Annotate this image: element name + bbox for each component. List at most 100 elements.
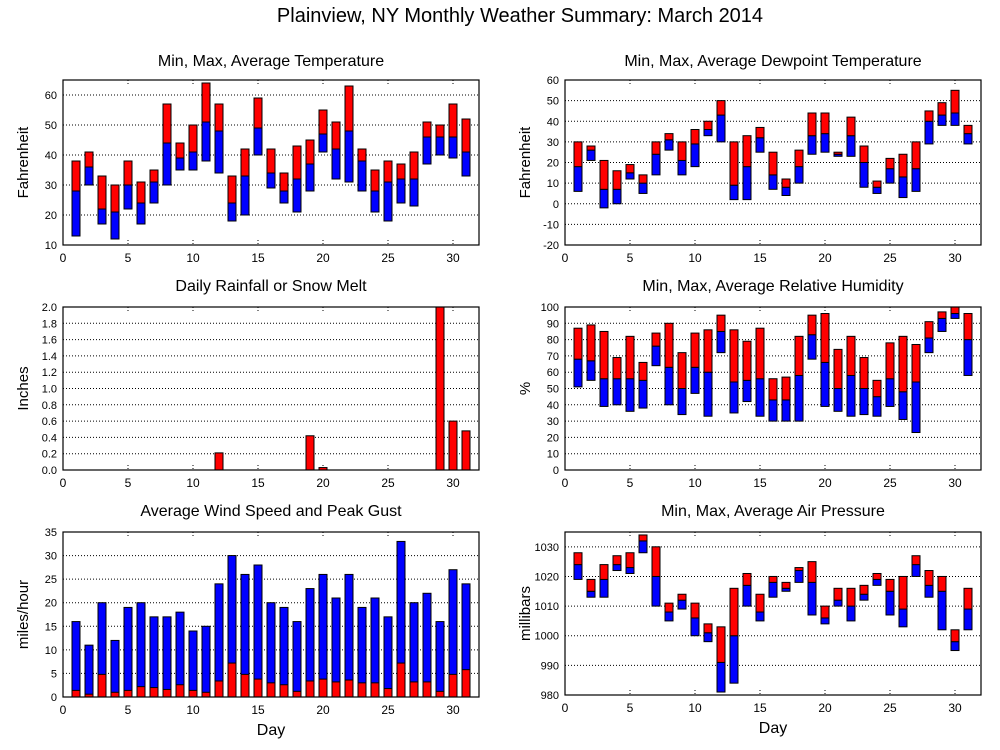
humidity-ytick-label: 80 bbox=[547, 335, 559, 347]
temperature-bar-low bbox=[305, 163, 315, 192]
pressure-bar-high bbox=[898, 575, 908, 610]
dewpoint-bar-high bbox=[755, 126, 765, 139]
humidity-bar-high bbox=[573, 327, 583, 360]
pressure-xtick-label: 10 bbox=[688, 701, 702, 715]
rainfall-bar bbox=[435, 306, 445, 471]
dewpoint-xtick-label: 0 bbox=[562, 251, 569, 265]
wind-bar-average bbox=[136, 686, 146, 698]
wind-bar-gust bbox=[253, 564, 263, 698]
dewpoint-bar-low bbox=[651, 153, 661, 176]
pressure-ytick-label: 1000 bbox=[535, 631, 559, 643]
dewpoint-bar-low bbox=[690, 143, 700, 168]
rainfall-bar bbox=[305, 435, 315, 471]
wind-bar-average bbox=[461, 669, 471, 698]
temperature-bar-low bbox=[214, 130, 224, 174]
pressure-ytick-label: 1030 bbox=[535, 542, 559, 554]
dewpoint-bar-low bbox=[820, 133, 830, 153]
pressure-bar-high bbox=[937, 575, 947, 592]
pressure-bar-high bbox=[924, 570, 934, 586]
temperature-bar-high bbox=[227, 175, 237, 204]
temperature-bar-high bbox=[318, 109, 328, 135]
dewpoint-xtick-label: 30 bbox=[948, 251, 962, 265]
temperature-ytick-label: 40 bbox=[45, 150, 57, 162]
humidity-bar-low bbox=[937, 317, 947, 332]
temperature-panel: Min, Max, Average Temperature10203040506… bbox=[15, 53, 480, 265]
humidity-bar-low bbox=[872, 396, 882, 417]
humidity-bar-low bbox=[716, 330, 726, 354]
rainfall-ytick-label: 0.2 bbox=[42, 449, 57, 461]
dewpoint-bar-high bbox=[599, 159, 609, 190]
rainfall-ytick-label: 1.6 bbox=[42, 335, 57, 347]
dewpoint-ytick-label: 0 bbox=[553, 199, 559, 211]
wind-bar-average bbox=[201, 691, 211, 698]
dewpoint-bar-high bbox=[911, 141, 921, 170]
humidity-bar-low bbox=[768, 399, 778, 422]
dewpoint-bar-low bbox=[729, 184, 739, 201]
dewpoint-bar-low bbox=[781, 186, 791, 196]
humidity-bar-high bbox=[690, 332, 700, 368]
wind-bar-average bbox=[357, 682, 367, 698]
wind-bar-average bbox=[253, 678, 263, 698]
pressure-bar-high bbox=[573, 552, 583, 566]
temperature-xtick-label: 15 bbox=[251, 251, 265, 265]
dewpoint-bar-high bbox=[950, 89, 960, 114]
humidity-bar-low bbox=[924, 337, 934, 354]
dewpoint-bar-high bbox=[846, 116, 856, 137]
humidity-bar-low bbox=[898, 391, 908, 420]
pressure-bar-high bbox=[586, 578, 596, 592]
dewpoint-bar-high bbox=[781, 178, 791, 188]
wind-bar-gust bbox=[84, 644, 94, 698]
temperature-bar-low bbox=[266, 172, 276, 189]
wind-bar-gust bbox=[344, 573, 354, 698]
dewpoint-bar-low bbox=[807, 135, 817, 155]
pressure-bar-high bbox=[820, 605, 830, 619]
rainfall-ytick-label: 2.0 bbox=[42, 302, 57, 314]
temperature-xtick-label: 20 bbox=[316, 251, 330, 265]
temperature-bar-low bbox=[71, 190, 81, 237]
pressure-bar-high bbox=[794, 567, 804, 572]
pressure-bar-high bbox=[963, 587, 973, 610]
temperature-bar-high bbox=[383, 160, 393, 183]
humidity-ytick-label: 20 bbox=[547, 432, 559, 444]
pressure-bar-low bbox=[963, 608, 973, 631]
humidity-bar-low bbox=[651, 345, 661, 367]
pressure-xlabel: Day bbox=[759, 720, 787, 737]
wind-bar-average bbox=[435, 690, 445, 698]
pressure-ytick-label: 1010 bbox=[535, 601, 559, 613]
wind-bar-gust bbox=[123, 606, 133, 698]
temperature-xtick-label: 30 bbox=[446, 251, 460, 265]
dewpoint-bar-low bbox=[898, 176, 908, 199]
dewpoint-xtick-label: 25 bbox=[883, 251, 897, 265]
pressure-bar-low bbox=[612, 564, 622, 572]
dewpoint-bar-low bbox=[573, 166, 583, 192]
temperature-bar-low bbox=[318, 133, 328, 153]
pressure-bar-high bbox=[755, 593, 765, 613]
temperature-plot-frame bbox=[62, 79, 480, 246]
humidity-bar-low bbox=[729, 381, 739, 414]
wind-plot-frame bbox=[62, 531, 480, 698]
wind-bar-average bbox=[149, 687, 159, 698]
temperature-bar-high bbox=[97, 175, 107, 210]
wind-ytick-label: 5 bbox=[51, 668, 57, 680]
dewpoint-ytick-label: -10 bbox=[543, 219, 559, 231]
humidity-ytick-label: 0 bbox=[553, 465, 559, 477]
humidity-bar-high bbox=[846, 335, 856, 376]
rainfall-ytick-label: 1.0 bbox=[42, 384, 57, 396]
humidity-bar-high bbox=[729, 329, 739, 383]
temperature-bar-low bbox=[344, 130, 354, 183]
wind-bar-gust bbox=[279, 606, 289, 698]
temperature-title: Min, Max, Average Temperature bbox=[158, 53, 384, 70]
temperature-bar-high bbox=[123, 160, 133, 186]
pressure-ytick-label: 980 bbox=[541, 690, 559, 702]
rainfall-ytick-label: 1.4 bbox=[42, 351, 57, 363]
rainfall-ylabel: Inches bbox=[15, 366, 32, 410]
temperature-xtick-label: 5 bbox=[125, 251, 132, 265]
temperature-bar-low bbox=[383, 181, 393, 222]
rainfall-xtick-label: 10 bbox=[186, 476, 200, 490]
pressure-bar-low bbox=[586, 590, 596, 598]
humidity-ytick-label: 10 bbox=[547, 449, 559, 461]
humidity-bar-high bbox=[703, 329, 713, 373]
pressure-bar-low bbox=[937, 590, 947, 631]
dewpoint-bar-low bbox=[846, 135, 856, 157]
temperature-bar-low bbox=[110, 211, 120, 240]
